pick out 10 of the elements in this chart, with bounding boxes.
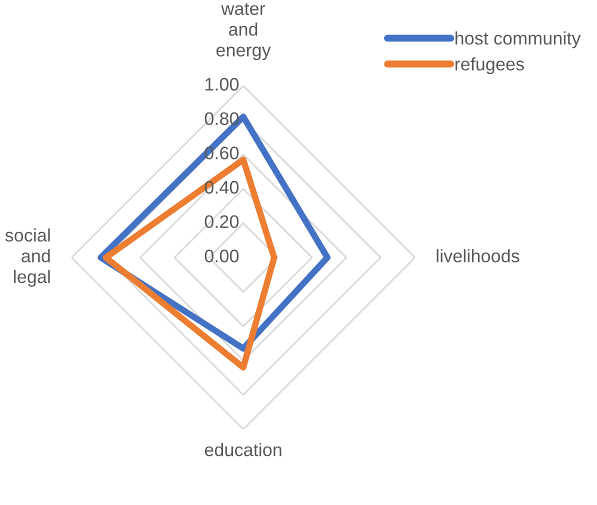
y-tick-label: 0.00 (204, 250, 239, 262)
spoke-label: water and energy (216, 3, 271, 60)
spoke-label: education (204, 442, 282, 456)
y-tick-label: 1.00 (206, 78, 239, 91)
spoke-label: social and legal (5, 228, 50, 287)
y-tick-label: 0.80 (204, 112, 239, 126)
legend-label: host community (456, 31, 581, 48)
y-tick-label: 0.20 (204, 215, 239, 228)
legend-label: refugees (456, 57, 524, 74)
spoke-label: livelihoods (436, 249, 520, 262)
